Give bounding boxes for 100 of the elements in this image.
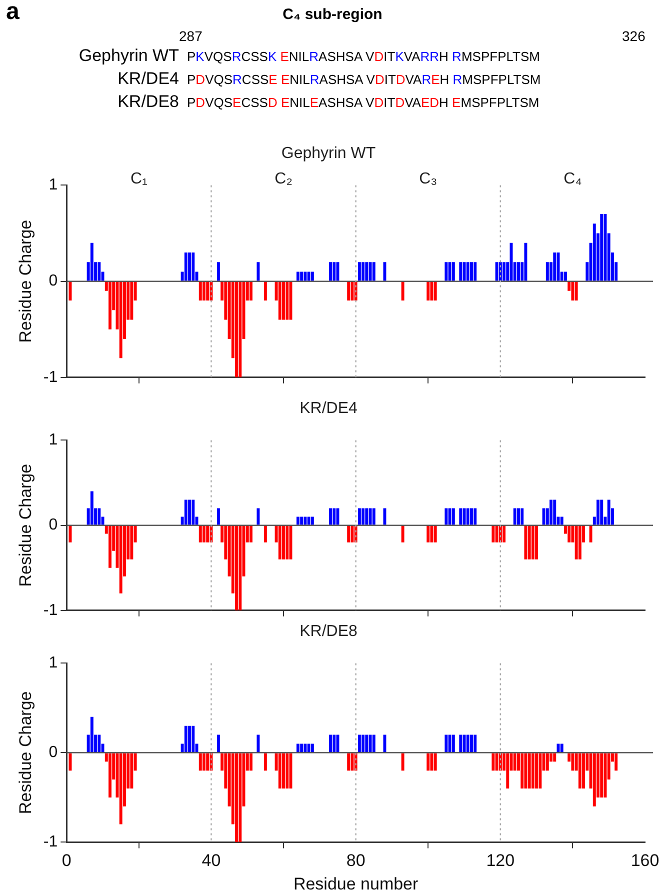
bar <box>578 753 582 788</box>
bar <box>542 508 546 525</box>
bar <box>578 526 582 560</box>
bar <box>282 753 285 788</box>
bar <box>286 282 289 320</box>
bar <box>495 753 498 771</box>
bar <box>347 753 350 771</box>
bar <box>358 508 361 525</box>
bar <box>459 734 462 752</box>
bar <box>304 272 307 281</box>
bar <box>216 262 220 281</box>
bar <box>216 508 220 525</box>
annotation: C₁ <box>130 170 148 188</box>
bar <box>568 526 571 542</box>
bar <box>426 282 430 301</box>
bar <box>206 282 210 301</box>
bar <box>278 526 282 560</box>
bar <box>300 744 304 752</box>
bar <box>372 262 376 281</box>
bar <box>119 282 122 358</box>
bar <box>492 753 495 771</box>
bar <box>368 734 372 752</box>
bar <box>332 508 336 525</box>
bar <box>188 500 192 525</box>
text: a <box>6 0 20 26</box>
bar <box>108 753 112 798</box>
bar <box>282 282 285 320</box>
bar <box>401 526 404 542</box>
bar <box>535 526 538 560</box>
bar <box>452 508 455 525</box>
bar <box>502 526 506 542</box>
x-tick-label: 80 <box>346 851 366 870</box>
bar <box>365 508 368 525</box>
bar <box>192 500 195 525</box>
bar <box>264 753 267 771</box>
bar <box>130 753 134 788</box>
bar <box>184 726 188 752</box>
bar <box>238 282 242 378</box>
bar <box>216 734 220 752</box>
bar <box>98 508 101 525</box>
bar <box>502 262 506 281</box>
bar <box>296 744 300 752</box>
bar <box>90 242 94 281</box>
bar <box>607 500 610 525</box>
bar <box>256 734 260 752</box>
bar <box>430 526 434 542</box>
bar <box>474 734 477 752</box>
bar <box>250 282 252 301</box>
bar <box>202 282 206 301</box>
bar <box>448 262 452 281</box>
bar <box>596 500 600 525</box>
y-tick-label: 1 <box>48 176 58 194</box>
bar <box>192 252 195 281</box>
bar <box>98 734 101 752</box>
bar <box>434 753 437 771</box>
bar <box>256 508 260 525</box>
text: 326 <box>622 28 646 44</box>
bar <box>250 526 252 542</box>
bar <box>90 491 94 525</box>
bar <box>560 744 564 752</box>
bar <box>296 516 300 525</box>
y-axis-title: Residue Charge <box>16 220 35 343</box>
bar <box>119 526 122 594</box>
bar <box>347 526 350 542</box>
bar <box>350 282 354 301</box>
bar <box>350 526 354 542</box>
bar <box>184 500 188 525</box>
bar <box>206 753 210 771</box>
bar <box>362 262 365 281</box>
bar <box>304 744 307 752</box>
y-tick-label: 0 <box>48 272 58 290</box>
bar <box>368 508 372 525</box>
chart-title: KR/DE8 <box>300 623 358 640</box>
bar <box>430 282 434 301</box>
chart-title: KR/DE4 <box>300 400 358 418</box>
bar <box>365 734 368 752</box>
bar <box>108 282 112 330</box>
bar <box>278 282 282 320</box>
bar <box>520 753 524 788</box>
bar <box>368 262 372 281</box>
bar <box>517 508 520 525</box>
bar <box>329 734 332 752</box>
bar <box>495 262 498 281</box>
bar <box>238 753 242 842</box>
annotation: C₃ <box>419 170 438 188</box>
bar <box>350 753 354 771</box>
y-tick-label: -1 <box>43 834 58 851</box>
category-label: KR/DE8 <box>118 92 179 112</box>
x-tick-label: 120 <box>486 851 515 870</box>
annotation: C₂ <box>274 170 292 188</box>
bar <box>310 272 314 281</box>
bar <box>329 508 332 525</box>
bar <box>300 272 304 281</box>
bar <box>365 262 368 281</box>
bar <box>528 526 531 560</box>
y-tick-label: 1 <box>48 432 58 449</box>
bar <box>401 753 404 771</box>
text: C₄ sub-region <box>282 6 382 23</box>
bar <box>513 753 516 771</box>
bar <box>466 508 470 525</box>
